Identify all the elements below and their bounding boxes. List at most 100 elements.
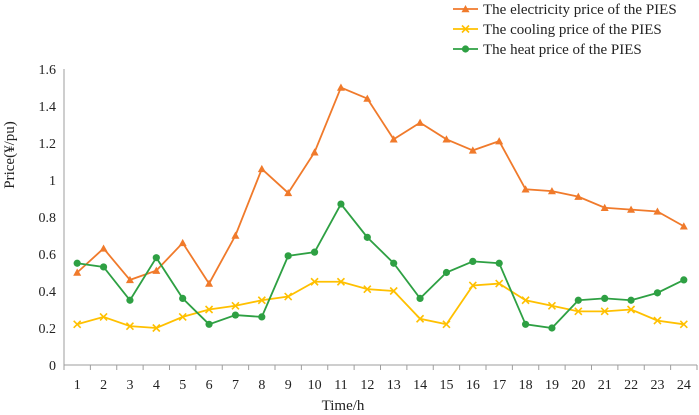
data-point	[152, 323, 161, 333]
data-point	[627, 205, 636, 213]
legend-swatch-marker	[461, 5, 470, 13]
x-tick-label: 21	[598, 378, 612, 393]
data-point	[258, 313, 266, 321]
legend-entry: The cooling price of the PIES	[453, 22, 662, 38]
data-point	[99, 244, 108, 252]
legend-entry: The heat price of the PIES	[453, 42, 642, 58]
y-tick-label: 0.4	[39, 285, 57, 300]
data-point	[126, 296, 134, 304]
y-axis-ticks: 0 0.2 0.4 0.6 0.8 1 1.2 1.4 1.6	[39, 63, 57, 374]
y-axis-title: Price(¥/pu)	[2, 121, 18, 188]
x-tick-label: 9	[285, 378, 292, 393]
x-tick-label: 24	[677, 378, 691, 393]
data-point	[627, 296, 635, 304]
legend-label: The cooling price of the PIES	[483, 22, 662, 38]
data-point	[547, 301, 557, 310]
data-point	[73, 320, 82, 329]
y-tick-label: 0.6	[39, 248, 57, 263]
data-point	[469, 257, 477, 265]
series-line	[77, 202, 685, 329]
y-tick-label: 1.4	[39, 100, 57, 115]
legend-label: The electricity price of the PIES	[483, 2, 677, 18]
data-point	[363, 233, 371, 241]
data-point	[679, 320, 688, 329]
data-point	[284, 292, 293, 301]
data-point	[680, 276, 688, 284]
data-point	[442, 320, 451, 329]
data-point-stroke	[468, 281, 477, 290]
data-point	[495, 259, 503, 267]
data-point-stroke	[495, 279, 504, 288]
y-tick-label: 1.6	[39, 63, 57, 78]
data-point	[205, 320, 213, 328]
data-point-stroke	[178, 312, 187, 321]
x-tick-label: 7	[232, 378, 239, 393]
data-point	[336, 83, 345, 91]
data-point	[415, 314, 425, 323]
data-point	[601, 294, 609, 302]
data-point	[679, 222, 688, 230]
series-3	[73, 200, 688, 332]
data-point-stroke	[600, 307, 609, 316]
data-point-stroke	[231, 301, 240, 310]
data-point	[574, 296, 582, 304]
y-tick-label: 1	[49, 174, 56, 189]
data-point	[310, 148, 319, 156]
data-point-stroke	[152, 323, 161, 333]
data-point	[442, 135, 451, 143]
data-point	[521, 185, 530, 193]
data-point	[257, 296, 266, 305]
y-tick-label: 0.2	[39, 322, 57, 337]
y-tick-label: 0	[49, 359, 56, 374]
data-point	[204, 305, 214, 314]
data-point-stroke	[442, 320, 451, 329]
data-point-stroke	[415, 314, 425, 323]
data-point	[653, 207, 662, 215]
x-tick-label: 10	[308, 378, 322, 393]
data-point-stroke	[284, 292, 293, 301]
data-point	[574, 192, 583, 200]
data-point	[99, 263, 108, 271]
legend-swatch-marker-stroke	[461, 24, 470, 34]
x-tick-label: 4	[153, 378, 160, 393]
data-point	[495, 137, 504, 145]
x-tick-label: 14	[413, 378, 427, 393]
data-point-stroke	[574, 307, 583, 316]
legend-label: The heat price of the PIES	[483, 42, 642, 58]
data-point	[521, 320, 530, 328]
data-point	[125, 322, 135, 331]
data-point	[152, 266, 161, 274]
data-point-stroke	[653, 316, 662, 325]
data-point	[600, 307, 609, 316]
data-point	[653, 289, 662, 297]
x-tick-label: 23	[650, 378, 664, 393]
data-point	[468, 146, 477, 154]
data-point	[495, 279, 504, 288]
x-tick-label: 2	[100, 378, 107, 393]
data-point	[310, 277, 319, 286]
data-point-stroke	[679, 320, 688, 329]
data-point	[73, 268, 82, 276]
data-point	[310, 248, 319, 256]
series-1	[73, 83, 688, 287]
data-point-stroke	[310, 277, 319, 286]
data-point	[205, 279, 214, 287]
x-tick-label: 15	[439, 378, 453, 393]
data-point	[231, 311, 240, 319]
x-tick-label: 6	[206, 378, 213, 393]
x-tick-label: 12	[360, 378, 374, 393]
x-axis-title: Time/h	[322, 398, 365, 414]
data-point-stroke	[521, 296, 530, 305]
data-point	[284, 252, 292, 260]
data-point-stroke	[547, 301, 557, 310]
data-point-stroke	[626, 305, 636, 314]
data-point	[548, 324, 556, 332]
data-point	[653, 316, 662, 325]
data-point	[389, 135, 398, 143]
data-point	[442, 268, 451, 277]
data-point-stroke	[257, 296, 266, 305]
x-tick-label: 22	[624, 378, 638, 393]
series-line	[76, 280, 684, 329]
data-point	[416, 294, 424, 302]
